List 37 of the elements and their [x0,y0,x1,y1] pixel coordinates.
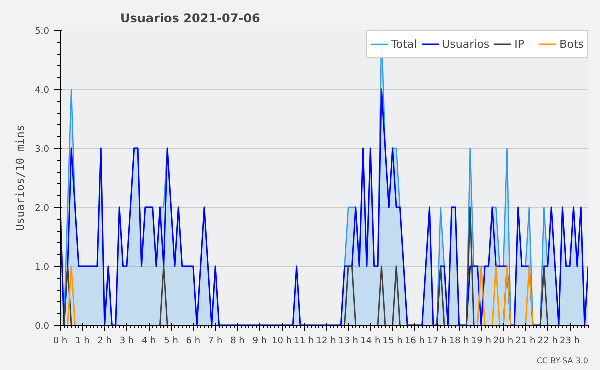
x-tick-label: 8 h [230,336,245,346]
x-tick-label: 19 h [471,336,492,346]
y-tick-label: 4.0 [35,86,50,96]
x-tick-label: 23 h [560,336,580,346]
y-tick-label: 2.0 [35,204,50,214]
x-tick-label: 4 h [142,336,156,346]
x-tick-label: 15 h [382,336,403,346]
x-tick-label: 10 h [272,336,292,346]
y-tick-label: 0.0 [35,322,50,332]
x-tick-label: 18 h [449,336,470,346]
x-tick-label: 6 h [186,336,201,346]
y-axis-title: Usuarios/10 mins [14,125,28,231]
chart-title: Usuarios 2021-07-06 [120,12,260,26]
x-tick-label: 13 h [338,336,359,346]
x-tick-label: 20 h [494,336,514,346]
y-tick-label: 3.0 [35,145,50,155]
x-tick-label: 16 h [404,336,425,346]
x-tick-label: 9 h [252,336,268,346]
x-tick-label: 2 h [98,336,112,346]
text: CC BY-SA 3.0 [536,356,589,366]
x-tick-label: 0 h [53,336,68,346]
x-tick-label: 7 h [208,336,223,346]
x-tick-label: 22 h [538,336,558,346]
x-tick-label: 21 h [516,336,536,346]
x-tick-label: 14 h [360,336,381,346]
legend-label: Bots [560,38,584,50]
legend-label: IP [514,38,526,50]
x-tick-label: 17 h [427,336,448,346]
x-tick-label: 1 h [76,336,90,346]
x-tick-label: 5 h [164,336,178,346]
x-tick-label: 12 h [316,336,336,346]
y-tick-label: 5.0 [35,27,50,37]
x-tick-label: 3 h [120,336,134,346]
legend-label: Total [391,38,418,50]
legend-label: Usuarios [442,38,490,50]
x-tick-label: 11 h [294,336,314,346]
y-tick-label: 1.0 [35,263,50,273]
